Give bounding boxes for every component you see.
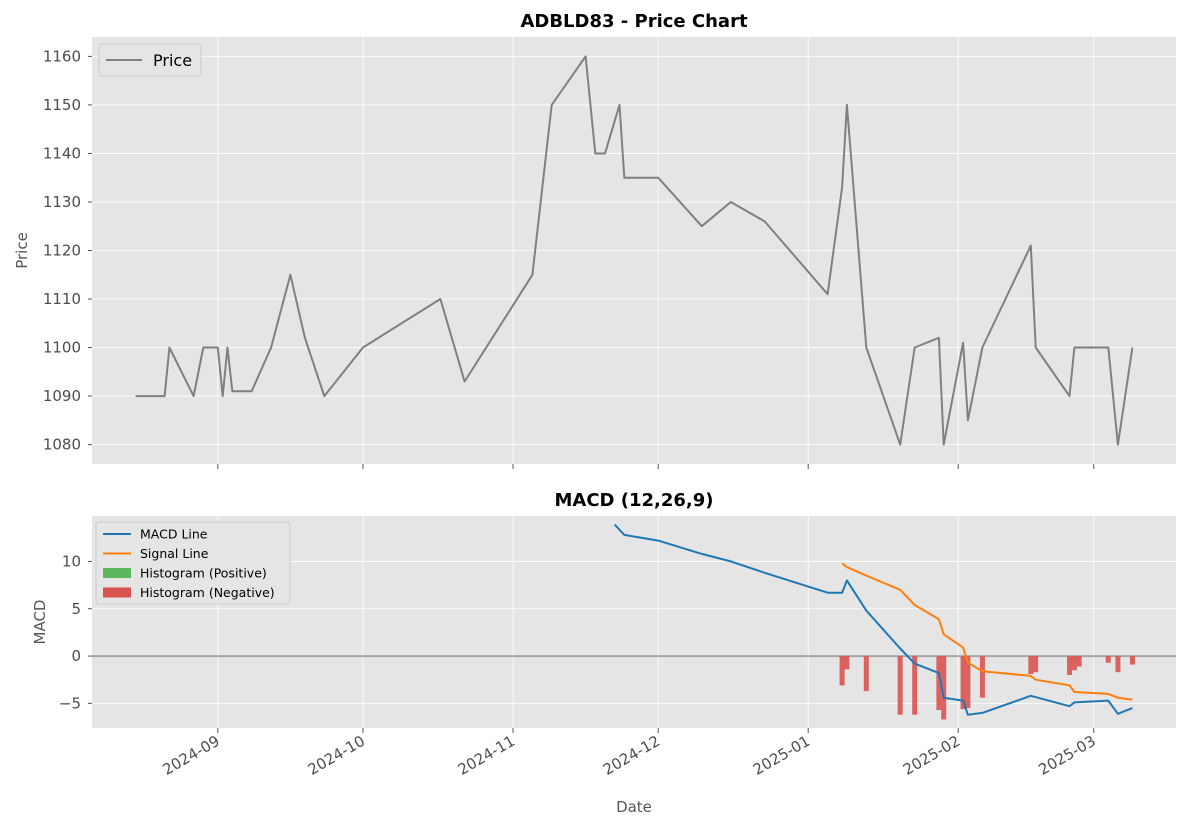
legend-swatch-bar: [103, 587, 131, 598]
price-series: [135, 55, 1134, 446]
x-tick-label: 2024-09: [160, 732, 223, 779]
price-x-ticks: [217, 464, 1095, 469]
histogram-bar: [979, 656, 985, 698]
histogram-bar: [1033, 656, 1039, 673]
legend-label: Histogram (Negative): [140, 585, 275, 600]
price-line: [135, 55, 1134, 446]
histogram-bar: [965, 656, 971, 709]
x-axis-label: Date: [616, 798, 652, 816]
y-tick-label: 0: [71, 647, 81, 665]
histogram-bar: [1076, 656, 1082, 667]
legend-label: Histogram (Positive): [140, 566, 267, 581]
x-tick-label: 2024-11: [455, 732, 518, 779]
x-tick-label: 2025-02: [900, 732, 963, 779]
y-tick-label: 1130: [43, 193, 81, 211]
histogram-bar: [1071, 656, 1077, 671]
macd-y-ticks: −5 0 5 10: [59, 552, 92, 712]
y-tick-label: 1110: [43, 290, 81, 308]
price-y-ticks: 1080 1090 1100 1110 1120 1130 1140 1150 1160: [43, 47, 92, 454]
histogram-bar: [839, 656, 845, 686]
histogram-bar: [1028, 656, 1034, 675]
y-tick-label: 10: [62, 552, 81, 570]
y-tick-label: −5: [59, 694, 81, 712]
histogram-bar: [960, 656, 966, 710]
y-tick-label: 1150: [43, 96, 81, 114]
histogram-bar: [897, 656, 903, 715]
y-tick-label: 5: [71, 600, 81, 618]
signal-line-line: [841, 562, 1133, 701]
histogram-bar: [1105, 656, 1111, 663]
histogram-bar: [844, 656, 850, 670]
macd-series: [613, 523, 1133, 716]
histogram-bar: [936, 656, 942, 711]
price-grid: [92, 37, 1176, 464]
legend-swatch-bar: [103, 568, 131, 578]
price-chart-title: ADBLD83 - Price Chart: [520, 11, 747, 32]
macd-y-axis-label: MACD: [31, 600, 49, 645]
x-tick-label: 2024-10: [305, 732, 368, 779]
legend-box: [98, 43, 202, 77]
histogram-bar: [912, 656, 918, 715]
histogram-bar: [863, 656, 869, 692]
x-tick-label: 2025-01: [750, 732, 813, 779]
legend-label: Signal Line: [140, 546, 209, 561]
macd-x-ticks: 2024-09 2024-10 2024-11 2024-12 2025-01 2025-…: [160, 728, 1099, 779]
y-tick-label: 1090: [43, 387, 81, 405]
y-tick-label: 1100: [43, 339, 81, 357]
macd-line-line: [613, 523, 1133, 716]
y-tick-label: 1140: [43, 144, 81, 162]
y-tick-label: 1160: [43, 47, 81, 65]
macd-histogram: [839, 656, 1135, 720]
price-y-axis-label: Price: [13, 232, 31, 269]
x-tick-label: 2025-03: [1035, 732, 1098, 779]
y-tick-label: 1080: [43, 436, 81, 454]
y-tick-label: 1120: [43, 242, 81, 260]
histogram-bar: [1129, 656, 1135, 665]
histogram-bar: [1067, 656, 1073, 675]
legend-label: Price: [153, 51, 192, 70]
histogram-bar: [941, 656, 947, 720]
legend-label: MACD Line: [140, 527, 208, 542]
macd-chart-title: MACD (12,26,9): [554, 490, 713, 511]
price-legend: Price: [98, 43, 202, 77]
macd-legend: MACD Line Signal Line Histogram (Positive)…: [95, 521, 291, 605]
legend-box: [95, 521, 291, 605]
price-panel: ADBLD83 - Price Chart 1080 1090 1100 1110 11…: [13, 11, 1176, 469]
x-tick-label: 2024-12: [600, 732, 663, 779]
histogram-bar: [1115, 656, 1121, 673]
